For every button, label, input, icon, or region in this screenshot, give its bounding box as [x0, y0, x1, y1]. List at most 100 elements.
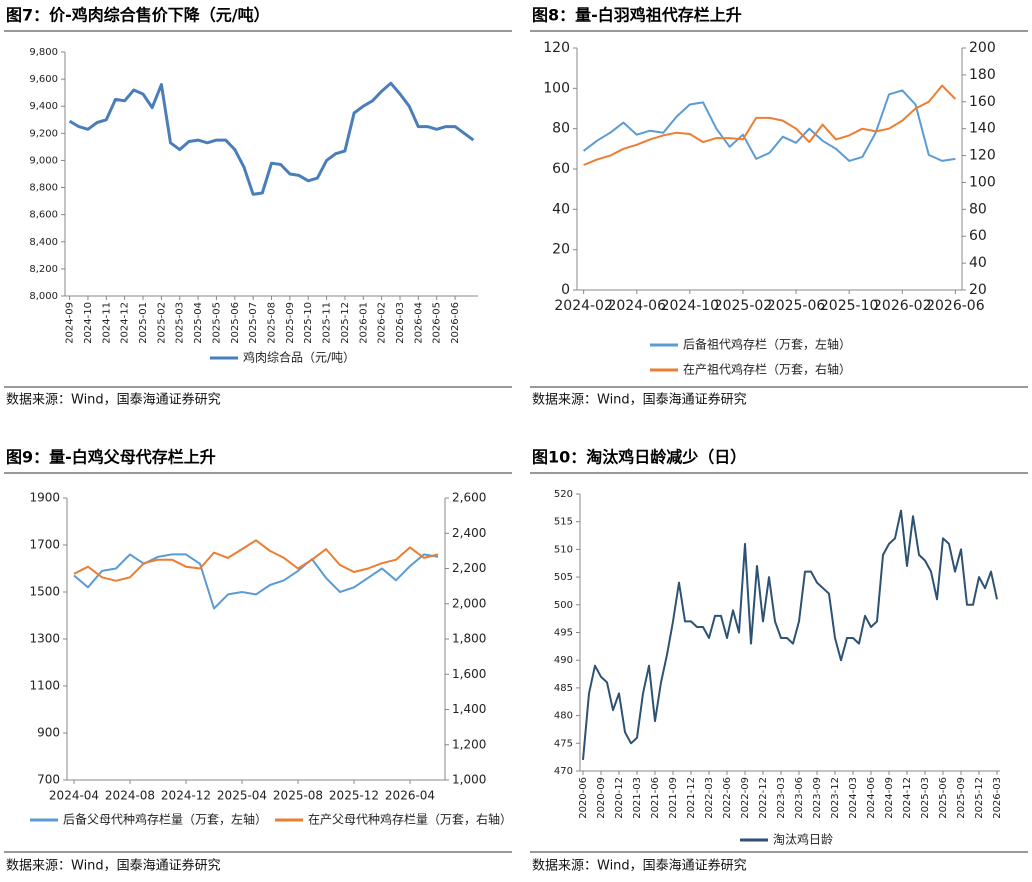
- x-tick-label: 2026-04: [385, 789, 435, 803]
- x-tick-label: 2025-11: [322, 302, 333, 344]
- x-tick-label: 2025-05: [211, 302, 222, 344]
- x-tick-label: 2024-10: [661, 298, 720, 314]
- data-line: [68, 81, 475, 196]
- y2-tick-label: 1,200: [452, 737, 486, 751]
- data-line: [582, 89, 956, 162]
- x-tick-label: 2025-10: [820, 298, 879, 314]
- x-tick-label: 2022-06: [722, 777, 733, 819]
- y-tick-label: 8,000: [29, 291, 58, 302]
- x-tick-label: 2025-09: [956, 777, 967, 819]
- x-tick-label: 2021-09: [668, 777, 679, 819]
- panel-title: 图7：价-鸡肉综合售价下降（元/吨）: [6, 6, 270, 25]
- y-tick-label: 120: [543, 40, 570, 56]
- data-line: [73, 553, 439, 610]
- y-tick-label: 1900: [29, 491, 60, 505]
- x-tick-label: 2025-01: [138, 302, 149, 344]
- y-tick-label: 1100: [29, 679, 60, 693]
- y2-tick-label: 1,800: [452, 632, 486, 646]
- y-tick-label: 0: [561, 282, 570, 298]
- y-tick-label: 9,200: [29, 128, 58, 139]
- x-tick-label: 2026-03: [992, 777, 1003, 819]
- y-tick-label: 8,400: [29, 237, 58, 248]
- x-tick-label: 2024-12: [120, 302, 131, 344]
- legend-label: 淘汰鸡日龄: [773, 832, 833, 847]
- x-tick-label: 2025-03: [175, 302, 186, 344]
- x-tick-label: 2026-01: [358, 302, 369, 344]
- legend-label: 在产祖代鸡存栏（万套，右轴）: [683, 362, 851, 377]
- y2-tick-label: 40: [969, 255, 987, 271]
- y2-tick-label: 100: [969, 174, 996, 190]
- y-tick-label: 80: [552, 121, 570, 137]
- data-line: [583, 84, 957, 166]
- y-tick-label: 475: [554, 738, 573, 749]
- y-tick-label: 495: [554, 628, 573, 639]
- x-tick-label: 2025-12: [329, 789, 379, 803]
- x-tick-label: 2025-03: [920, 777, 931, 819]
- x-tick-label: 2025-09: [285, 302, 296, 344]
- y-tick-label: 515: [554, 517, 573, 528]
- legend-label: 后备父母代种鸡存栏量（万套，左轴）: [63, 812, 267, 827]
- x-tick-label: 2024-10: [83, 302, 94, 344]
- x-tick-label: 2024-06: [607, 298, 666, 314]
- y-tick-label: 8,800: [29, 183, 58, 194]
- y-tick-label: 1700: [29, 538, 60, 552]
- x-tick-label: 2026-04: [413, 302, 424, 344]
- x-tick-label: 2023-12: [830, 777, 841, 819]
- y-tick-label: 485: [554, 683, 573, 694]
- x-tick-label: 2025-06: [938, 777, 949, 819]
- y-tick-label: 8,200: [29, 264, 58, 275]
- x-tick-label: 2023-03: [776, 777, 787, 819]
- x-tick-label: 2025-02: [156, 302, 167, 344]
- y-tick-label: 9,800: [29, 47, 58, 58]
- y-tick-label: 1300: [29, 632, 60, 646]
- y-tick-label: 40: [552, 201, 570, 217]
- y2-tick-label: 160: [969, 94, 996, 110]
- y-tick-label: 20: [552, 242, 570, 258]
- x-tick-label: 2026-06: [450, 302, 461, 344]
- legend-label: 在产父母代种鸡存栏量（万套，右轴）: [308, 812, 512, 827]
- x-tick-label: 2022-09: [740, 777, 751, 819]
- y-tick-label: 8,600: [29, 210, 58, 221]
- y2-tick-label: 20: [969, 282, 987, 298]
- y-tick-label: 520: [554, 489, 573, 500]
- x-tick-label: 2025-06: [767, 298, 826, 314]
- x-tick-label: 2022-12: [758, 777, 769, 819]
- x-tick-label: 2021-03: [632, 777, 643, 819]
- x-tick-label: 2024-11: [101, 302, 112, 344]
- panel-title: 图8：量-白羽鸡祖代存栏上升: [532, 6, 742, 25]
- y2-tick-label: 2,200: [452, 561, 486, 575]
- y2-tick-label: 1,600: [452, 667, 486, 681]
- y2-tick-label: 1,400: [452, 702, 486, 716]
- y-tick-label: 9,400: [29, 101, 58, 112]
- y2-tick-label: 1,000: [452, 773, 486, 787]
- x-tick-label: 2026-02: [873, 298, 932, 314]
- x-tick-label: 2026-06: [926, 298, 985, 314]
- y-tick-label: 505: [554, 572, 573, 583]
- source-note: 数据来源：Wind，国泰海通证券研究: [6, 858, 221, 874]
- panel-title: 图10：淘汰鸡日龄减少（日）: [532, 448, 746, 467]
- x-tick-label: 2024-04: [49, 789, 99, 803]
- x-tick-label: 2025-08: [267, 302, 278, 344]
- y2-tick-label: 200: [969, 40, 996, 56]
- x-tick-label: 2024-02: [554, 298, 613, 314]
- x-tick-label: 2023-06: [794, 777, 805, 819]
- legend-label: 后备祖代鸡存栏（万套，左轴）: [683, 337, 851, 352]
- x-tick-label: 2025-12: [340, 302, 351, 344]
- y-tick-label: 9,000: [29, 155, 58, 166]
- source-note: 数据来源：Wind，国泰海通证券研究: [6, 392, 221, 408]
- source-note: 数据来源：Wind，国泰海通证券研究: [532, 392, 747, 408]
- x-tick-label: 2024-09: [65, 302, 76, 344]
- y-tick-label: 9,600: [29, 74, 58, 85]
- x-tick-label: 2022-03: [704, 777, 715, 819]
- y-tick-label: 100: [543, 80, 570, 96]
- source-note: 数据来源：Wind，国泰海通证券研究: [532, 858, 747, 874]
- y-tick-label: 490: [554, 655, 573, 666]
- x-tick-label: 2026-02: [377, 302, 388, 344]
- x-tick-label: 2021-06: [650, 777, 661, 819]
- x-tick-label: 2024-06: [866, 777, 877, 819]
- y-tick-label: 470: [554, 766, 573, 777]
- x-tick-label: 2026-05: [432, 302, 443, 344]
- data-line: [582, 509, 998, 760]
- y-tick-label: 900: [37, 726, 60, 740]
- y2-tick-label: 120: [969, 148, 996, 164]
